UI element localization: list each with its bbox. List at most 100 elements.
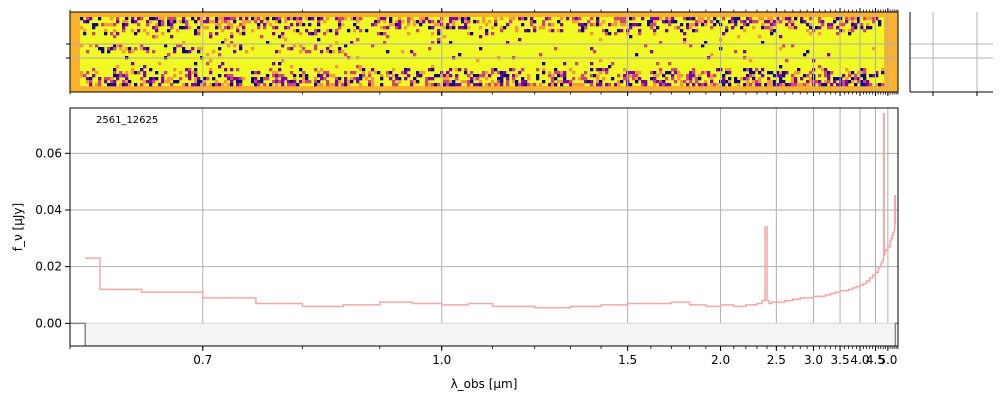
heatmap-cell — [167, 77, 171, 81]
heatmap-cell — [479, 83, 483, 87]
heatmap-cell — [401, 20, 405, 24]
heatmap-cell — [506, 23, 510, 27]
heatmap-cell — [602, 29, 606, 33]
heatmap-cell — [527, 74, 531, 78]
heatmap-cell — [500, 77, 504, 81]
x-tick-label: 3.0 — [804, 353, 823, 367]
heatmap-cell — [413, 20, 417, 24]
heatmap-cell — [281, 77, 285, 81]
heatmap-cell — [572, 77, 576, 81]
heatmap-cell — [197, 47, 201, 51]
heatmap-cell — [737, 83, 741, 87]
spectrum-2d-frame — [69, 11, 899, 93]
heatmap-cell — [857, 17, 861, 21]
heatmap-cell — [266, 74, 270, 78]
heatmap-cell — [629, 26, 633, 30]
heatmap-cell — [242, 20, 246, 24]
heatmap-cell — [398, 20, 402, 24]
heatmap-cell — [449, 74, 453, 78]
heatmap-cell — [383, 17, 387, 21]
heatmap-cell — [128, 83, 132, 87]
heatmap-cell — [542, 26, 546, 30]
heatmap-cell — [326, 71, 330, 75]
heatmap-cell — [140, 77, 144, 81]
heatmap-cell — [332, 74, 336, 78]
heatmap-cell — [446, 71, 450, 75]
heatmap-cell — [230, 77, 234, 81]
heatmap-cell — [386, 26, 390, 30]
heatmap-cell — [203, 80, 207, 84]
heatmap-cell — [176, 80, 180, 84]
heatmap-cell — [638, 23, 642, 27]
heatmap-cell — [269, 23, 273, 27]
heatmap-cell — [179, 71, 183, 75]
heatmap-cell — [521, 80, 525, 84]
heatmap-cell — [149, 80, 153, 84]
heatmap-cell — [158, 17, 162, 21]
heatmap-cell — [116, 74, 120, 78]
heatmap-cell — [92, 26, 96, 30]
heatmap-cell — [824, 68, 828, 72]
heatmap-cell — [848, 32, 852, 36]
heatmap-cell — [182, 17, 186, 21]
heatmap-cell — [335, 80, 339, 84]
heatmap-cell — [560, 83, 564, 87]
heatmap-cell — [131, 20, 135, 24]
heatmap-cell — [335, 65, 339, 69]
heatmap-cell — [701, 44, 705, 48]
heatmap-cell — [227, 26, 231, 30]
heatmap-cell — [662, 80, 666, 84]
heatmap-cell — [833, 77, 837, 81]
heatmap-cell — [551, 80, 555, 84]
heatmap-cell — [872, 47, 876, 51]
heatmap-cell — [155, 35, 159, 39]
heatmap-cell — [362, 74, 366, 78]
heatmap-cell — [518, 38, 522, 42]
heatmap-cell — [785, 23, 789, 27]
heatmap-cell — [869, 74, 873, 78]
heatmap-cell — [824, 74, 828, 78]
heatmap-cell — [680, 80, 684, 84]
heatmap-cell — [839, 77, 843, 81]
heatmap-cell — [209, 20, 213, 24]
heatmap-cell — [170, 23, 174, 27]
heatmap-cell — [104, 29, 108, 33]
heatmap-cell — [701, 71, 705, 75]
heatmap-cell — [707, 71, 711, 75]
heatmap-cell — [254, 83, 258, 87]
heatmap-cell — [446, 26, 450, 30]
heatmap-cell — [146, 23, 150, 27]
heatmap-cell — [182, 26, 186, 30]
heatmap-cell — [722, 77, 726, 81]
heatmap-cell — [809, 71, 813, 75]
heatmap-cell — [758, 80, 762, 84]
heatmap-cell — [809, 32, 813, 36]
heatmap-cell — [749, 59, 753, 63]
heatmap-cell — [653, 23, 657, 27]
heatmap-cell — [179, 77, 183, 81]
heatmap-cell — [266, 41, 270, 45]
heatmap-cell — [203, 83, 207, 87]
heatmap-cell — [182, 50, 186, 54]
heatmap-cell — [551, 74, 555, 78]
heatmap-cell — [584, 77, 588, 81]
heatmap-cell — [299, 17, 303, 21]
heatmap-cell — [827, 26, 831, 30]
heatmap-cell — [209, 32, 213, 36]
heatmap-cell — [185, 50, 189, 54]
heatmap-cell — [233, 77, 237, 81]
heatmap-cell — [218, 26, 222, 30]
heatmap-cell — [122, 83, 126, 87]
heatmap-cell — [509, 17, 513, 21]
heatmap-cell — [338, 26, 342, 30]
heatmap-cell — [125, 71, 129, 75]
heatmap-cell — [89, 83, 93, 87]
heatmap-cell — [857, 80, 861, 84]
heatmap-cell — [320, 17, 324, 21]
heatmap-cell — [155, 23, 159, 27]
heatmap-cell — [866, 80, 870, 84]
heatmap-cell — [494, 83, 498, 87]
heatmap-cell — [197, 50, 201, 54]
heatmap-cell — [560, 17, 564, 21]
heatmap-cell — [740, 20, 744, 24]
